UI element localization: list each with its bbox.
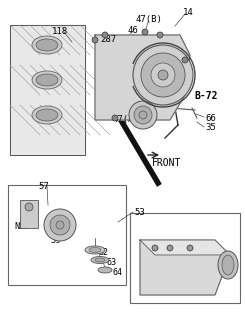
Ellipse shape — [98, 267, 112, 273]
Circle shape — [134, 106, 152, 124]
Text: B-72: B-72 — [194, 91, 218, 101]
Text: 90(B): 90(B) — [163, 280, 188, 289]
Bar — [8, 185, 126, 285]
Text: 46: 46 — [127, 26, 138, 35]
Text: 57: 57 — [38, 182, 49, 191]
Polygon shape — [140, 240, 230, 255]
Circle shape — [50, 215, 70, 235]
Text: 118: 118 — [52, 27, 68, 36]
Ellipse shape — [36, 74, 58, 86]
Polygon shape — [140, 240, 230, 295]
Circle shape — [141, 53, 185, 97]
Circle shape — [92, 37, 98, 43]
Ellipse shape — [32, 106, 62, 124]
Circle shape — [158, 70, 168, 80]
Circle shape — [187, 245, 193, 251]
Text: 64: 64 — [112, 268, 122, 277]
Polygon shape — [95, 35, 190, 120]
Circle shape — [129, 101, 157, 129]
Ellipse shape — [95, 258, 105, 262]
Text: 35: 35 — [205, 123, 216, 132]
Circle shape — [139, 111, 147, 119]
Circle shape — [25, 203, 33, 211]
Circle shape — [133, 45, 193, 105]
Circle shape — [112, 115, 118, 121]
Ellipse shape — [218, 251, 238, 279]
Text: NSS: NSS — [14, 222, 29, 231]
Ellipse shape — [36, 39, 58, 51]
Polygon shape — [10, 25, 85, 155]
Circle shape — [56, 221, 64, 229]
Circle shape — [151, 63, 175, 87]
Text: 287: 287 — [100, 35, 116, 44]
Text: 62: 62 — [98, 248, 108, 257]
Ellipse shape — [91, 257, 109, 263]
Circle shape — [167, 245, 173, 251]
Ellipse shape — [32, 71, 62, 89]
Ellipse shape — [222, 255, 234, 275]
Ellipse shape — [85, 246, 105, 254]
Text: 66: 66 — [205, 114, 216, 123]
Text: 63: 63 — [106, 258, 116, 267]
Ellipse shape — [36, 109, 58, 121]
Circle shape — [152, 245, 158, 251]
Ellipse shape — [89, 247, 101, 252]
Bar — [20, 200, 38, 228]
Text: 14: 14 — [183, 8, 194, 17]
Circle shape — [102, 32, 108, 38]
Text: FRONT: FRONT — [152, 158, 181, 168]
Ellipse shape — [32, 36, 62, 54]
Text: 47(B): 47(B) — [135, 15, 162, 24]
Circle shape — [182, 57, 188, 63]
Circle shape — [157, 32, 163, 38]
Text: 59: 59 — [50, 236, 61, 245]
Circle shape — [44, 209, 76, 241]
Bar — [130, 213, 240, 303]
Text: 53: 53 — [134, 208, 145, 217]
Text: 47(A): 47(A) — [112, 115, 139, 124]
Circle shape — [142, 29, 148, 35]
Text: 90(A): 90(A) — [163, 270, 190, 279]
